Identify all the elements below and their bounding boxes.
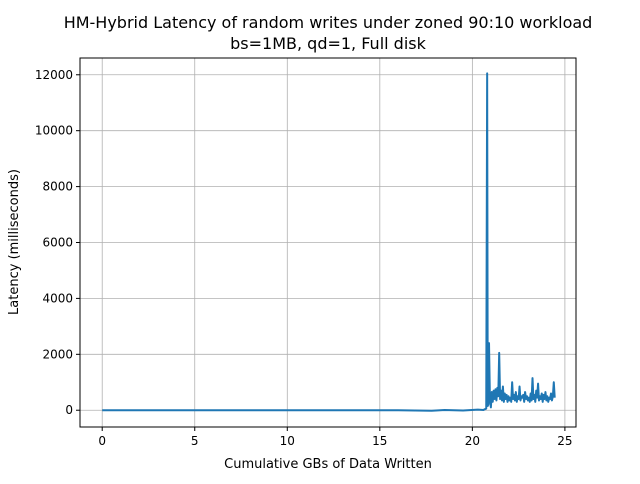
series-layer xyxy=(102,72,556,412)
y-tick-label: 6000 xyxy=(42,236,73,250)
y-tick-label: 10000 xyxy=(35,124,73,138)
chart-title: HM-Hybrid Latency of random writes under… xyxy=(64,13,593,32)
y-tick-label: 4000 xyxy=(42,291,73,305)
grid xyxy=(80,58,576,427)
x-tick-label: 20 xyxy=(465,434,480,448)
x-axis-label: Cumulative GBs of Data Written xyxy=(224,457,432,472)
y-tick-label: 8000 xyxy=(42,180,73,194)
chart-subtitle: bs=1MB, qd=1, Full disk xyxy=(230,34,426,53)
axis-ticks: 0 5 10 15 20 25 0 2000 4000 6000 8000 10000 12000 xyxy=(35,68,573,448)
y-tick-label: 12000 xyxy=(35,68,73,82)
y-tick-label: 2000 xyxy=(42,347,73,361)
x-tick-label: 25 xyxy=(557,434,572,448)
x-tick-label: 10 xyxy=(280,434,295,448)
x-tick-label: 0 xyxy=(98,434,106,448)
y-tick-label: 0 xyxy=(65,403,73,417)
x-tick-label: 5 xyxy=(191,434,199,448)
y-axis-label: Latency (milliseconds) xyxy=(7,169,22,315)
series-line-0 xyxy=(102,72,556,412)
x-tick-label: 15 xyxy=(372,434,387,448)
